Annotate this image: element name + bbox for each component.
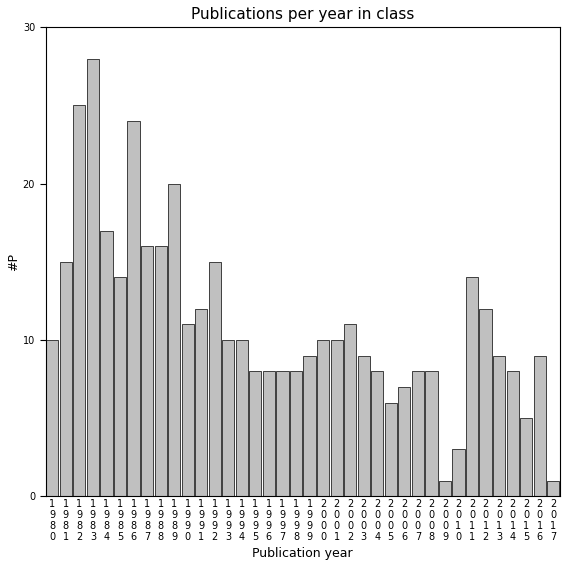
Bar <box>73 105 86 496</box>
Bar <box>480 308 492 496</box>
Bar <box>506 371 519 496</box>
Bar <box>100 231 112 496</box>
Bar <box>439 481 451 496</box>
Bar <box>290 371 302 496</box>
X-axis label: Publication year: Publication year <box>252 547 353 560</box>
Bar <box>358 356 370 496</box>
Bar <box>249 371 261 496</box>
Bar <box>236 340 248 496</box>
Bar <box>412 371 424 496</box>
Bar <box>46 340 58 496</box>
Bar <box>534 356 546 496</box>
Bar <box>547 481 560 496</box>
Bar <box>181 324 194 496</box>
Bar <box>493 356 505 496</box>
Bar <box>276 371 289 496</box>
Bar <box>520 418 532 496</box>
Y-axis label: #P: #P <box>7 253 20 271</box>
Title: Publications per year in class: Publications per year in class <box>191 7 414 22</box>
Bar <box>303 356 316 496</box>
Bar <box>209 262 221 496</box>
Bar <box>195 308 208 496</box>
Bar <box>128 121 139 496</box>
Bar <box>114 277 126 496</box>
Bar <box>317 340 329 496</box>
Bar <box>222 340 234 496</box>
Bar <box>466 277 478 496</box>
Bar <box>331 340 342 496</box>
Bar <box>371 371 383 496</box>
Bar <box>425 371 438 496</box>
Bar <box>263 371 275 496</box>
Bar <box>344 324 356 496</box>
Bar <box>155 246 167 496</box>
Bar <box>452 450 464 496</box>
Bar <box>60 262 72 496</box>
Bar <box>398 387 411 496</box>
Bar <box>87 58 99 496</box>
Bar <box>384 403 397 496</box>
Bar <box>168 184 180 496</box>
Bar <box>141 246 153 496</box>
